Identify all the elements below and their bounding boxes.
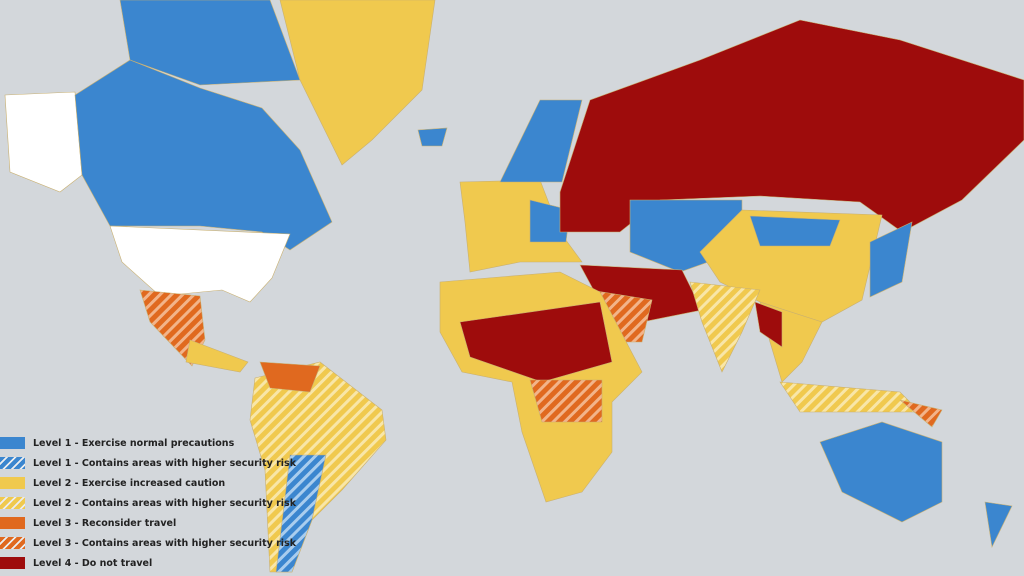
legend-swatch bbox=[0, 457, 25, 469]
region-arctic-islands bbox=[119, 0, 301, 86]
region-indonesia bbox=[779, 381, 921, 413]
legend-swatch bbox=[0, 537, 25, 549]
legend-label: Level 2 - Exercise increased caution bbox=[33, 477, 226, 489]
legend-item: Level 3 - Contains areas with higher sec… bbox=[0, 533, 296, 553]
region-canada bbox=[74, 59, 333, 251]
legend-label: Level 3 - Reconsider travel bbox=[33, 517, 177, 529]
map-legend: Level 1 - Exercise normal precautions Lev… bbox=[0, 433, 296, 573]
legend-item: Level 1 - Exercise normal precautions bbox=[0, 433, 296, 453]
region-iceland bbox=[417, 127, 448, 147]
region-europe bbox=[459, 179, 583, 273]
legend-swatch bbox=[0, 477, 25, 489]
region-alaska bbox=[4, 91, 83, 193]
legend-label: Level 1 - Contains areas with higher sec… bbox=[33, 457, 297, 469]
legend-item: Level 2 - Exercise increased caution bbox=[0, 473, 296, 493]
legend-item: Level 3 - Reconsider travel bbox=[0, 513, 296, 533]
region-usa bbox=[109, 225, 291, 303]
legend-item: Level 1 - Contains areas with higher sec… bbox=[0, 453, 296, 473]
legend-label: Level 1 - Exercise normal precautions bbox=[33, 437, 235, 449]
region-greenland bbox=[279, 0, 436, 166]
region-myanmar bbox=[754, 301, 783, 348]
region-sahel bbox=[459, 301, 613, 383]
legend-swatch bbox=[0, 437, 25, 449]
legend-swatch bbox=[0, 557, 25, 569]
legend-label: Level 3 - Contains areas with higher sec… bbox=[33, 537, 297, 549]
region-argentina bbox=[275, 454, 327, 573]
legend-label: Level 4 - Do not travel bbox=[33, 557, 153, 569]
legend-item: Level 4 - Do not travel bbox=[0, 553, 296, 573]
region-australia bbox=[819, 421, 943, 523]
legend-swatch bbox=[0, 497, 25, 509]
legend-item: Level 2 - Contains areas with higher sec… bbox=[0, 493, 296, 513]
region-russia bbox=[559, 19, 1024, 233]
region-central-america bbox=[185, 339, 249, 373]
region-india bbox=[689, 281, 761, 373]
region-mongolia bbox=[749, 215, 841, 247]
legend-label: Level 2 - Contains areas with higher sec… bbox=[33, 497, 297, 509]
region-central-africa bbox=[529, 379, 603, 423]
region-scandinavia bbox=[499, 99, 583, 183]
region-venezuela bbox=[259, 361, 321, 393]
region-papua-new-guinea bbox=[899, 399, 943, 428]
legend-swatch bbox=[0, 517, 25, 529]
region-japan bbox=[869, 221, 913, 298]
region-new-zealand bbox=[984, 501, 1013, 548]
